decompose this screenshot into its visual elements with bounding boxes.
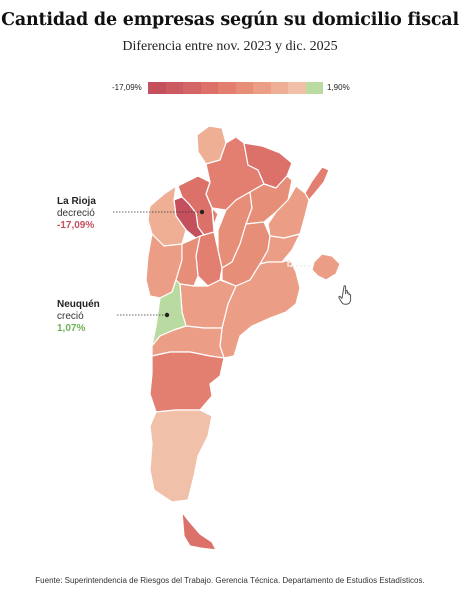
legend-swatch-2 — [165, 82, 183, 94]
province-chubut[interactable]: Chubut — [149, 351, 225, 413]
la-rioja-callout-verb: decreció — [57, 208, 95, 219]
neuquen-callout-verb: creció — [57, 311, 84, 322]
neuquen-marker — [164, 312, 170, 318]
chart-subtitle: Diferencia entre nov. 2023 y dic. 2025 — [122, 39, 338, 54]
province-san-juan[interactable]: San Juan — [147, 185, 187, 247]
legend-max-label: 1,90% — [327, 83, 350, 92]
legend-color-scale — [148, 82, 323, 94]
legend-swatch-9 — [288, 82, 306, 94]
neuquen-callout-province: Neuquén — [57, 299, 100, 310]
la-rioja-marker — [199, 209, 205, 215]
hand-pointer-icon[interactable] — [336, 283, 360, 307]
color-legend: -17,09% 1,90% — [0, 80, 460, 98]
legend-swatch-6 — [235, 82, 253, 94]
source-footnote: Fuente: Superintendencia de Riesgos del … — [35, 576, 425, 585]
la-rioja-callout-value: -17,09% — [57, 220, 95, 231]
neuquen-callout-value: 1,07% — [57, 323, 86, 334]
province-santa-cruz[interactable]: Santa Cruz — [149, 409, 213, 503]
legend-swatch-8 — [270, 82, 288, 94]
legend-swatch-5 — [218, 82, 236, 94]
province-corrientes[interactable]: Corrientes — [267, 185, 310, 239]
la-rioja-callout: La Rioja decreció -17,09% — [57, 196, 96, 232]
province-tierra-del-fuego[interactable]: Tierra del Fuego — [181, 511, 217, 551]
legend-swatch-4 — [200, 82, 218, 94]
la-rioja-callout-province: La Rioja — [57, 196, 96, 207]
malvinas-islands — [311, 253, 341, 281]
neuquen-callout: Neuquén creció 1,07% — [57, 299, 100, 335]
legend-swatch-1 — [148, 82, 166, 94]
legend-swatch-10 — [305, 82, 323, 94]
legend-min-label: -17,09% — [112, 83, 142, 92]
legend-swatch-3 — [183, 82, 201, 94]
legend-swatch-7 — [253, 82, 271, 94]
province-ciudad-de-buenos-aires[interactable]: Ciudad de Buenos Aires — [287, 261, 293, 267]
chart-title: Cantidad de empresas según su domicilio … — [1, 10, 459, 30]
province-tucuman[interactable]: Tucumán — [205, 193, 219, 226]
province-misiones[interactable]: Misiones — [304, 166, 330, 201]
